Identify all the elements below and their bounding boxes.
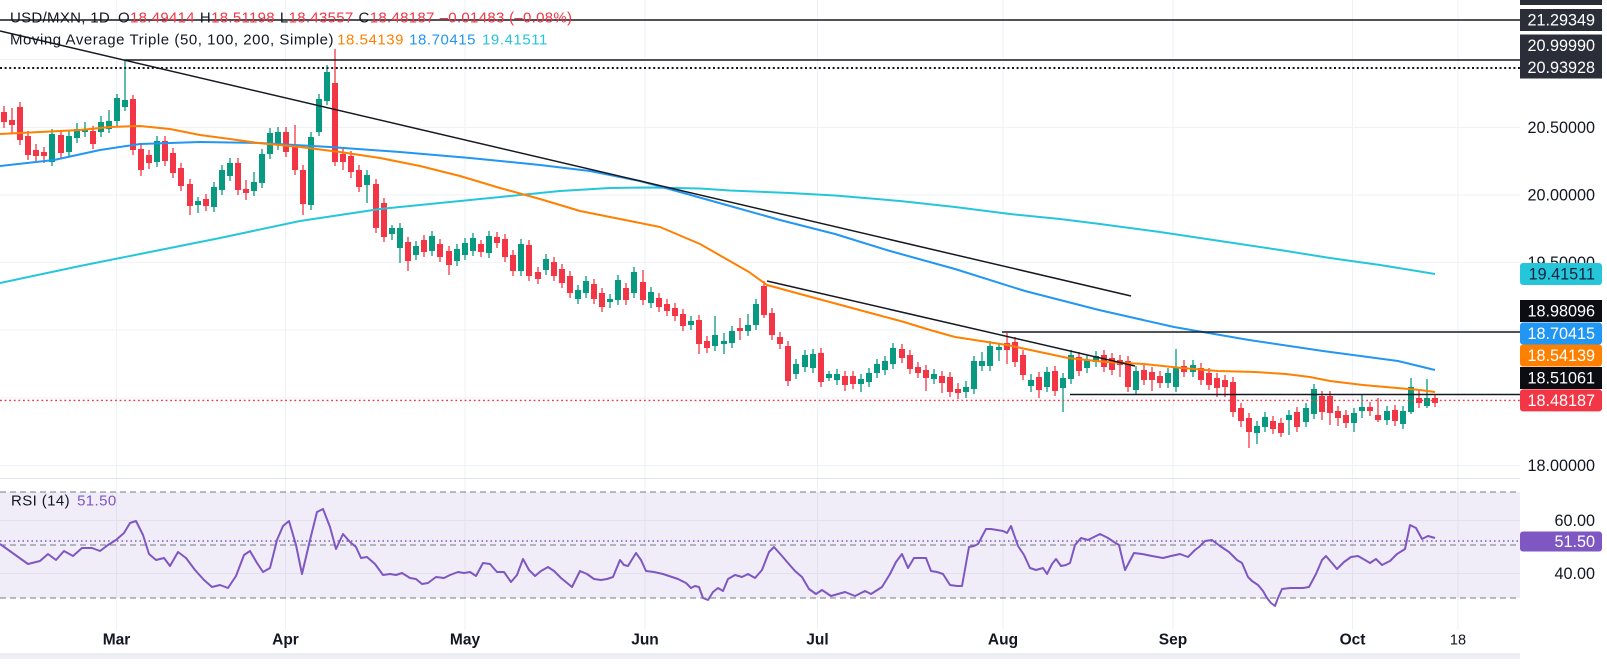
svg-text:18.54139: 18.54139	[1527, 347, 1595, 365]
svg-text:Oct: Oct	[1340, 632, 1366, 649]
svg-text:20.99990: 20.99990	[1527, 37, 1595, 55]
svg-text:18: 18	[1450, 633, 1466, 649]
svg-text:Sep: Sep	[1159, 632, 1187, 649]
svg-text:20.00000: 20.00000	[1527, 187, 1595, 205]
svg-text:RSI (14)51.50: RSI (14) 51.50	[11, 493, 117, 510]
svg-text:20.50000: 20.50000	[1527, 119, 1595, 137]
svg-text:18.00000: 18.00000	[1527, 457, 1595, 475]
svg-text:Jun: Jun	[631, 632, 659, 649]
svg-text:21.48750: 21.48750	[1527, 0, 1595, 4]
svg-text:Moving Average Triple (50, 100: Moving Average Triple (50, 100, 200, Sim…	[10, 32, 548, 49]
svg-text:18.48187: 18.48187	[1527, 392, 1595, 410]
svg-text:21.29349: 21.29349	[1527, 12, 1595, 30]
svg-text:May: May	[450, 632, 481, 649]
svg-text:Jul: Jul	[806, 632, 828, 649]
svg-text:19.41511: 19.41511	[1529, 266, 1595, 284]
svg-text:18.98096: 18.98096	[1527, 303, 1595, 321]
svg-text:18.70415: 18.70415	[1527, 325, 1595, 343]
svg-text:Mar: Mar	[103, 632, 131, 649]
svg-text:18.51061: 18.51061	[1527, 370, 1595, 388]
svg-text:Apr: Apr	[272, 632, 299, 649]
svg-text:20.93928: 20.93928	[1527, 59, 1595, 77]
svg-text:Aug: Aug	[988, 632, 1018, 649]
svg-text:51.50: 51.50	[1554, 533, 1595, 551]
svg-text:40.00: 40.00	[1554, 565, 1595, 583]
svg-text:60.00: 60.00	[1554, 512, 1595, 530]
